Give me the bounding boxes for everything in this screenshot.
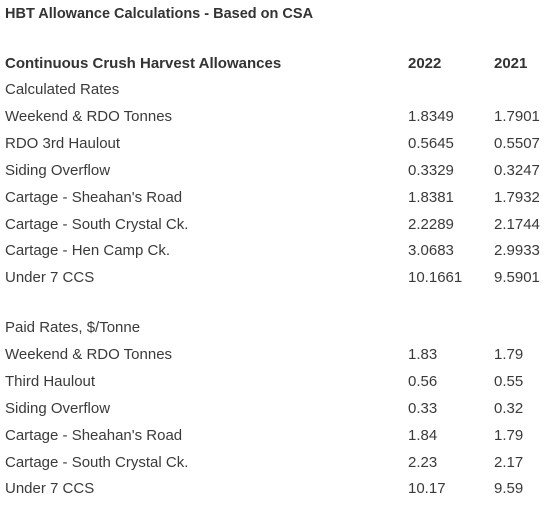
cell-value: 9.59	[494, 480, 524, 498]
cell-value: 0.32	[494, 399, 524, 417]
cell-value: 9.5901	[494, 269, 540, 287]
row-label: Weekend & RDO Tonnes	[5, 345, 173, 363]
cell-value: 0.56	[408, 372, 438, 390]
row-label: Third Haulout	[5, 372, 96, 390]
cell-value: 2.2289	[408, 215, 454, 233]
row-label: Under 7 CCS	[5, 480, 95, 498]
cell-value: 10.1661	[408, 269, 463, 287]
row-label: Siding Overflow	[5, 161, 111, 179]
section-heading: Calculated Rates	[5, 81, 120, 98]
row-label: Cartage - Hen Camp Ck.	[5, 242, 171, 260]
row-label: Weekend & RDO Tonnes	[5, 107, 173, 125]
row-label: Siding Overflow	[5, 399, 111, 417]
cell-value: 1.7901	[494, 107, 540, 125]
cell-value: 2.9933	[494, 242, 540, 260]
cell-value: 2.17	[494, 453, 524, 471]
row-label: Cartage - South Crystal Ck.	[5, 453, 189, 471]
row-label: Cartage - Sheahan's Road	[5, 426, 183, 444]
title: HBT Allowance Calculations - Based on CS…	[5, 6, 314, 22]
cell-value: 0.5645	[408, 134, 454, 152]
cell-value: 1.8349	[408, 107, 454, 125]
cell-value: 0.3329	[408, 161, 454, 179]
cell-value: 0.55	[494, 372, 524, 390]
cell-value: 1.83	[408, 345, 438, 363]
cell-value: 0.3247	[494, 161, 540, 179]
row-label: Cartage - Sheahan's Road	[5, 188, 183, 206]
cell-value: 3.0683	[408, 242, 454, 260]
column-header: Continuous Crush Harvest Allowances	[5, 55, 282, 72]
row-label: Under 7 CCS	[5, 269, 95, 287]
column-header: 2021	[494, 55, 528, 72]
section-heading: Paid Rates, $/Tonne	[5, 319, 141, 336]
cell-value: 0.5507	[494, 134, 540, 152]
cell-value: 1.79	[494, 345, 524, 363]
cell-value: 10.17	[408, 480, 446, 498]
cell-value: 1.84	[408, 426, 438, 444]
row-label: Cartage - South Crystal Ck.	[5, 215, 189, 233]
row-label: RDO 3rd Haulout	[5, 134, 121, 152]
column-header: 2022	[408, 55, 442, 72]
cell-value: 2.1744	[494, 215, 540, 233]
cell-value: 1.79	[494, 426, 524, 444]
cell-value: 2.23	[408, 453, 438, 471]
cell-value: 1.8381	[408, 188, 454, 206]
cell-value: 0.33	[408, 399, 438, 417]
cell-value: 1.7932	[494, 188, 540, 206]
